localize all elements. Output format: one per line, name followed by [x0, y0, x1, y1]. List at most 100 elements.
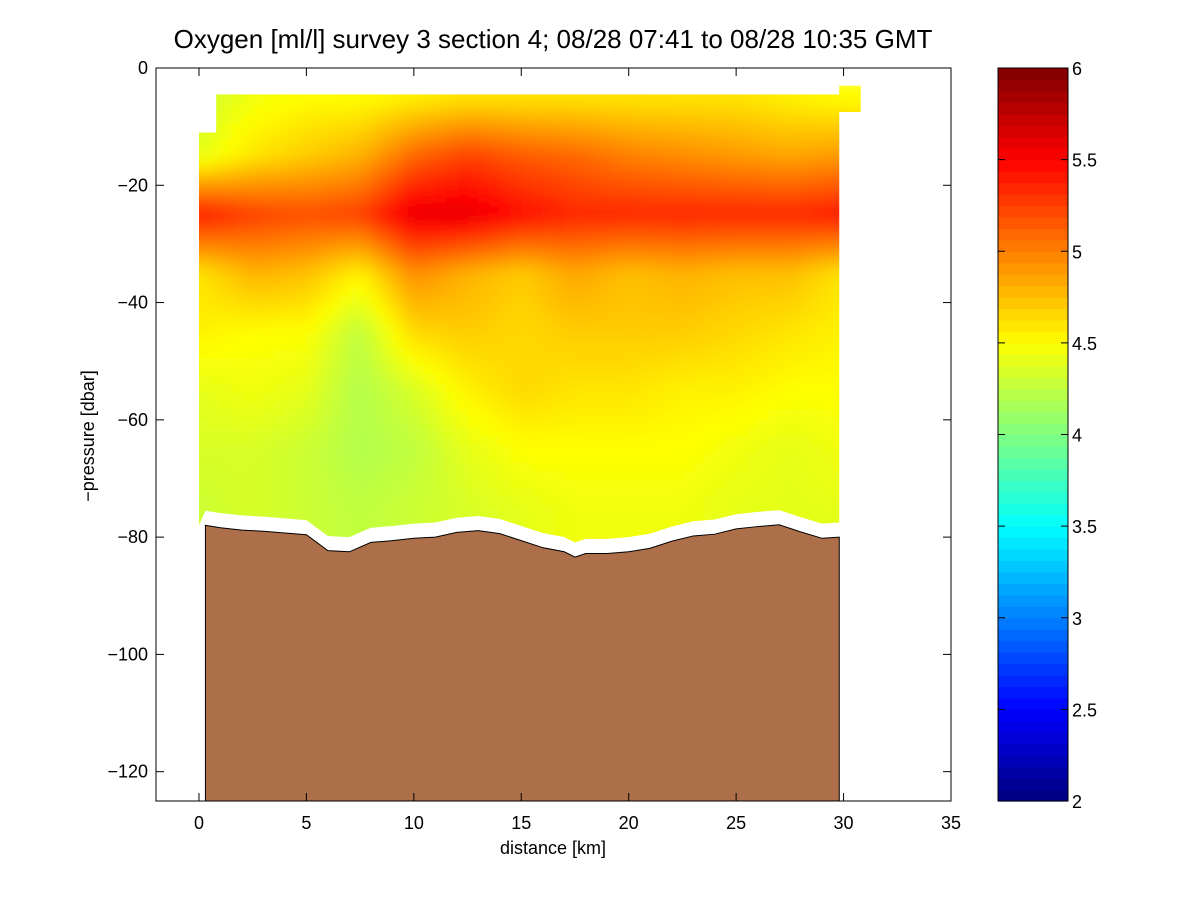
oxygen-cell: [499, 340, 512, 350]
oxygen-cell: [703, 236, 716, 246]
colorbar-band: [998, 549, 1068, 562]
oxygen-cell: [198, 262, 211, 272]
oxygen-cell: [467, 314, 480, 324]
oxygen-cell: [489, 401, 501, 411]
oxygen-cell: [295, 105, 308, 116]
oxygen-cell: [542, 114, 555, 124]
oxygen-cell: [779, 349, 791, 359]
oxygen-cell: [703, 314, 716, 324]
oxygen-cell: [757, 444, 770, 455]
oxygen-cell: [499, 270, 512, 281]
oxygen-cell: [736, 479, 748, 490]
oxygen-cell: [392, 505, 404, 516]
oxygen-cell: [542, 418, 555, 429]
oxygen-cell: [370, 323, 383, 333]
oxygen-cell: [725, 244, 737, 255]
oxygen-cell: [574, 123, 587, 133]
oxygen-cell: [617, 175, 630, 185]
oxygen-cell: [295, 157, 308, 168]
oxygen-cell: [725, 453, 737, 463]
oxygen-cell: [650, 409, 662, 420]
oxygen-cell: [381, 114, 394, 124]
oxygen-cell: [779, 409, 791, 420]
colorbar-band: [998, 537, 1068, 550]
oxygen-cell: [220, 392, 233, 403]
oxygen-cell: [231, 157, 243, 168]
oxygen-cell: [585, 192, 598, 203]
oxygen-cell: [295, 357, 308, 368]
oxygen-cell: [424, 444, 437, 455]
oxygen-cell: [435, 279, 447, 290]
oxygen-cell: [639, 375, 651, 385]
oxygen-cell: [284, 340, 297, 350]
oxygen-cell: [338, 453, 351, 463]
oxygen-cell: [435, 218, 447, 229]
oxygen-cell: [564, 201, 576, 211]
oxygen-cell: [521, 470, 533, 481]
oxygen-cell: [703, 401, 716, 411]
oxygen-cell: [832, 392, 845, 403]
oxygen-cell: [832, 114, 845, 124]
oxygen-cell: [241, 244, 254, 255]
oxygen-cell: [392, 297, 404, 307]
oxygen-cell: [467, 262, 480, 272]
oxygen-cell: [779, 297, 791, 307]
oxygen-cell: [564, 349, 576, 359]
oxygen-cell: [757, 357, 770, 368]
oxygen-cell: [360, 453, 372, 463]
oxygen-cell: [607, 505, 619, 516]
oxygen-cell: [617, 140, 630, 151]
oxygen-cell: [510, 436, 523, 446]
oxygen-cell: [574, 470, 587, 481]
oxygen-cell: [349, 375, 361, 385]
oxygen-cell: [381, 166, 394, 177]
oxygen-cell: [703, 166, 716, 177]
oxygen-cell: [209, 149, 222, 159]
oxygen-cell: [392, 253, 404, 264]
oxygen-cell: [370, 505, 383, 516]
oxygen-cell: [424, 288, 437, 298]
oxygen-cell: [617, 340, 630, 350]
oxygen-cell: [435, 323, 447, 333]
oxygen-cell: [456, 323, 469, 333]
oxygen-cell: [789, 279, 802, 290]
oxygen-cell: [424, 323, 437, 333]
oxygen-cell: [317, 514, 329, 524]
oxygen-cell: [413, 244, 426, 255]
oxygen-cell: [607, 496, 619, 507]
oxygen-cell: [789, 323, 802, 333]
oxygen-cell: [650, 427, 662, 437]
oxygen-cell: [413, 479, 426, 490]
oxygen-cell: [746, 227, 759, 237]
oxygen-cell: [424, 157, 437, 168]
oxygen-cell: [478, 444, 490, 455]
oxygen-cell: [327, 436, 340, 446]
oxygen-cell: [532, 453, 544, 463]
oxygen-cell: [757, 383, 770, 394]
oxygen-cell: [725, 201, 737, 211]
oxygen-cell: [714, 357, 727, 368]
oxygen-cell: [811, 244, 823, 255]
oxygen-cell: [532, 444, 544, 455]
oxygen-cell: [585, 262, 598, 272]
oxygen-cell: [596, 131, 609, 142]
oxygen-cell: [252, 314, 265, 324]
oxygen-cell: [263, 236, 275, 246]
oxygen-cell: [370, 496, 383, 507]
oxygen-cell: [317, 349, 329, 359]
oxygen-cell: [789, 479, 802, 490]
oxygen-cell: [252, 97, 265, 107]
oxygen-cell: [370, 218, 383, 229]
oxygen-cell: [585, 427, 598, 437]
oxygen-cell: [220, 314, 233, 324]
oxygen-cell: [757, 470, 770, 481]
oxygen-cell: [295, 453, 308, 463]
oxygen-cell: [585, 314, 598, 324]
oxygen-cell: [392, 392, 404, 403]
oxygen-cell: [607, 201, 619, 211]
oxygen-cell: [564, 218, 576, 229]
oxygen-cell: [403, 514, 415, 524]
oxygen-cell: [306, 505, 318, 516]
oxygen-cell: [403, 314, 415, 324]
oxygen-cell: [252, 175, 265, 185]
